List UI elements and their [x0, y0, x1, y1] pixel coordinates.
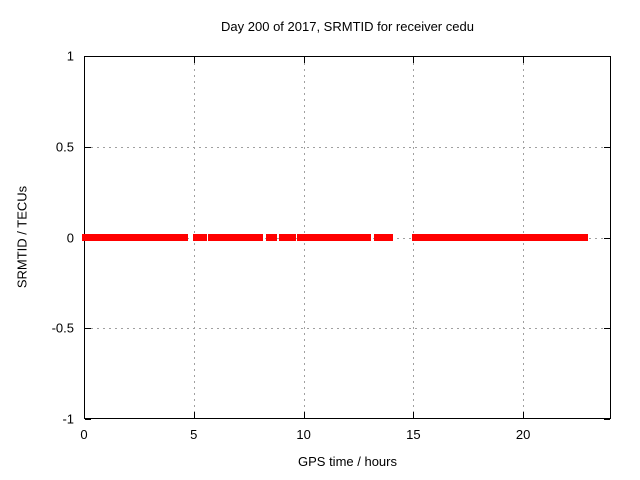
x-tick-label: 10 [296, 427, 311, 442]
y-tick-left [85, 146, 91, 148]
data-segment [287, 234, 296, 241]
y-tick-right [604, 56, 610, 57]
data-segment [211, 234, 222, 241]
x-tick-top [413, 57, 415, 63]
data-segment [297, 234, 305, 241]
x-tick-bottom [84, 412, 85, 418]
data-segment [412, 234, 588, 241]
y-tick-left [85, 419, 91, 420]
data-segment [334, 234, 371, 241]
data-segment [233, 234, 241, 241]
data-segment [303, 234, 314, 241]
data-segment [192, 234, 199, 241]
y-tick-right [604, 419, 610, 420]
x-tick-label: 15 [406, 427, 421, 442]
x-tick-bottom [303, 412, 305, 418]
data-segment [373, 234, 383, 241]
y-tick-right [604, 328, 610, 330]
x-tick-label: 20 [515, 427, 531, 442]
x-tick-bottom [413, 412, 415, 418]
data-segment [239, 234, 253, 241]
y-tick-left [85, 56, 91, 57]
x-axis-label: GPS time / hours [298, 454, 397, 469]
y-tick-left [85, 328, 91, 330]
x-tick-top [193, 57, 195, 63]
data-segment [311, 234, 330, 241]
y-tick-label: -1 [62, 411, 74, 427]
y-axis-label: SRMTID / TECUs [14, 185, 30, 289]
data-segment [196, 234, 203, 241]
data-segment [201, 234, 208, 241]
x-tick-label: 0 [80, 427, 88, 442]
x-tick-bottom [523, 412, 525, 418]
chart-title: Day 200 of 2017, SRMTID for receiver ced… [221, 19, 474, 34]
x-tick-top [523, 57, 525, 63]
y-tick-label: 0.5 [55, 139, 74, 155]
data-segment [82, 234, 189, 241]
x-tick-top [303, 57, 305, 63]
y-gridline [85, 146, 610, 148]
y-gridline [85, 328, 610, 330]
data-segment [219, 234, 236, 241]
data-segment [278, 234, 291, 241]
data-segment [330, 234, 338, 241]
data-segment [250, 234, 263, 241]
x-tick-label: 5 [190, 427, 198, 442]
y-tick-label: -0.5 [51, 320, 74, 336]
x-tick-top [84, 57, 85, 63]
x-tick-bottom [193, 412, 195, 418]
y-tick-label: 1 [66, 48, 74, 64]
data-segment [266, 234, 278, 241]
y-tick-right [604, 146, 610, 148]
y-tick-right [604, 237, 610, 239]
y-tick-label: 0 [66, 230, 74, 245]
data-segment [207, 234, 214, 241]
data-segment [381, 234, 394, 241]
